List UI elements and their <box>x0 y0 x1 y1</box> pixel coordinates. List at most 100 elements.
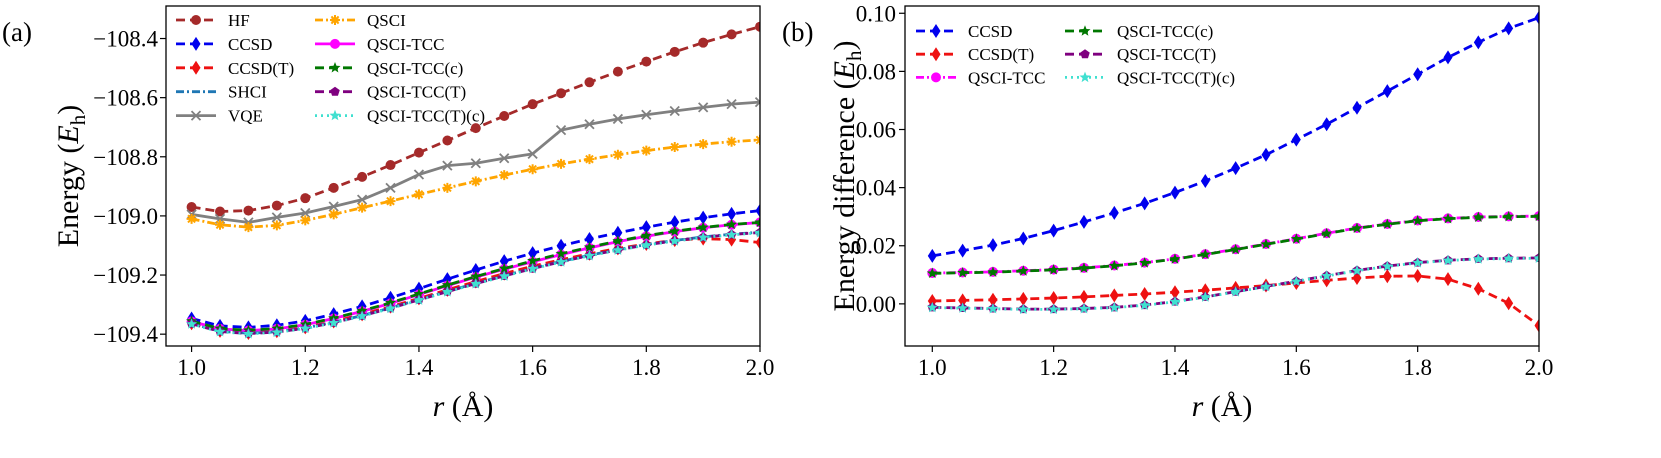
data-point <box>1139 257 1151 268</box>
data-point <box>958 243 968 258</box>
data-point <box>300 207 311 219</box>
series-line <box>932 274 1539 327</box>
data-point <box>385 182 396 193</box>
data-point <box>1078 262 1090 273</box>
legend-entry: QSCI-TCC(c) <box>1065 22 1213 41</box>
data-point <box>470 278 482 289</box>
y-tick-label: 0.06 <box>856 118 896 143</box>
x-axis-label-space <box>1203 390 1211 423</box>
legend-entry: VQE <box>176 107 263 126</box>
data-point <box>1442 212 1454 224</box>
series-line <box>932 256 1539 311</box>
data-point <box>1017 265 1029 276</box>
series-qsci-tcc-t-c <box>926 252 1539 315</box>
legend-entry: CCSD(T) <box>176 59 294 78</box>
data-point <box>1290 275 1302 287</box>
data-point <box>1533 252 1539 263</box>
y-tick-label: 0.08 <box>856 59 896 84</box>
legend-entry: CCSD(T) <box>916 45 1034 64</box>
data-point <box>669 105 680 117</box>
legend-label: QSCI-TCC(c) <box>1117 22 1213 41</box>
x-tick-label: 1.0 <box>177 355 206 380</box>
data-point <box>470 158 481 169</box>
data-point <box>1109 205 1119 220</box>
data-point <box>584 119 595 130</box>
data-point <box>1503 210 1515 222</box>
x-axis-label-space <box>444 390 452 423</box>
data-point <box>926 267 938 279</box>
data-point <box>584 154 595 165</box>
x-tick-label: 1.6 <box>518 355 547 380</box>
data-point <box>1534 10 1539 25</box>
data-point <box>1504 21 1514 36</box>
data-point <box>527 99 538 110</box>
y-tick-label: −109.0 <box>93 204 158 229</box>
data-point <box>958 293 968 308</box>
x-tick-label: 1.0 <box>918 355 947 380</box>
data-point <box>441 286 453 297</box>
data-point <box>527 255 539 266</box>
data-point <box>726 218 738 230</box>
data-point <box>499 110 510 121</box>
data-point <box>385 160 396 171</box>
data-point <box>1260 280 1272 292</box>
data-point <box>957 302 969 313</box>
data-point <box>441 279 453 290</box>
data-point <box>1290 233 1302 244</box>
legend-entry: QSCI-TCC(T)(c) <box>315 107 485 126</box>
data-point <box>555 125 567 136</box>
legend-label: CCSD(T) <box>228 59 294 78</box>
data-point <box>1382 84 1392 99</box>
legend-marker <box>330 86 340 96</box>
legend-marker <box>1079 25 1091 36</box>
legend-marker <box>191 36 201 51</box>
legend-label: SHCI <box>228 83 267 102</box>
legend-marker <box>191 15 201 25</box>
y-tick-label: −108.6 <box>93 86 158 111</box>
data-point <box>927 248 937 263</box>
panel-label: (a) <box>2 17 32 47</box>
data-point <box>527 164 538 175</box>
data-point <box>697 221 709 233</box>
data-point <box>1291 132 1301 147</box>
data-point <box>413 288 425 299</box>
y-axis-label-var: E <box>52 125 85 144</box>
data-point <box>356 305 368 316</box>
data-point <box>442 135 453 146</box>
panel-label: (b) <box>782 17 813 47</box>
legend-marker <box>330 38 340 49</box>
data-point <box>583 241 595 252</box>
x-tick-label: 1.8 <box>1403 355 1432 380</box>
data-point <box>1108 259 1120 271</box>
legend-entry: QSCI-TCC <box>916 68 1045 87</box>
legend-marker <box>329 109 341 121</box>
data-point <box>271 200 282 211</box>
x-axis-label-unit: (Å) <box>452 390 494 423</box>
data-point <box>1472 211 1484 222</box>
data-point <box>1533 210 1539 222</box>
data-point <box>1381 218 1393 229</box>
data-point <box>1049 223 1059 238</box>
data-point <box>697 231 709 243</box>
legend-label: QSCI-TCC(T) <box>1117 45 1216 64</box>
data-point <box>413 294 425 305</box>
x-axis-label: r (Å) <box>433 390 494 423</box>
data-point <box>186 318 198 329</box>
y-axis-label: Energy (Eh) <box>52 105 90 247</box>
data-point <box>669 235 681 246</box>
y-axis-label-var: E <box>828 61 861 80</box>
data-point <box>1230 286 1242 297</box>
data-point <box>357 202 368 213</box>
legend-entry: QSCI-TCC(T) <box>1065 45 1216 64</box>
data-point <box>957 266 969 278</box>
axes-frame <box>165 5 761 347</box>
data-point <box>1472 253 1484 264</box>
data-point <box>499 153 510 164</box>
data-point <box>726 136 737 147</box>
data-point <box>499 254 509 269</box>
legend-marker <box>931 47 941 62</box>
data-point <box>1322 117 1332 132</box>
data-point <box>640 229 652 241</box>
data-point <box>442 160 453 171</box>
data-point <box>527 263 539 274</box>
